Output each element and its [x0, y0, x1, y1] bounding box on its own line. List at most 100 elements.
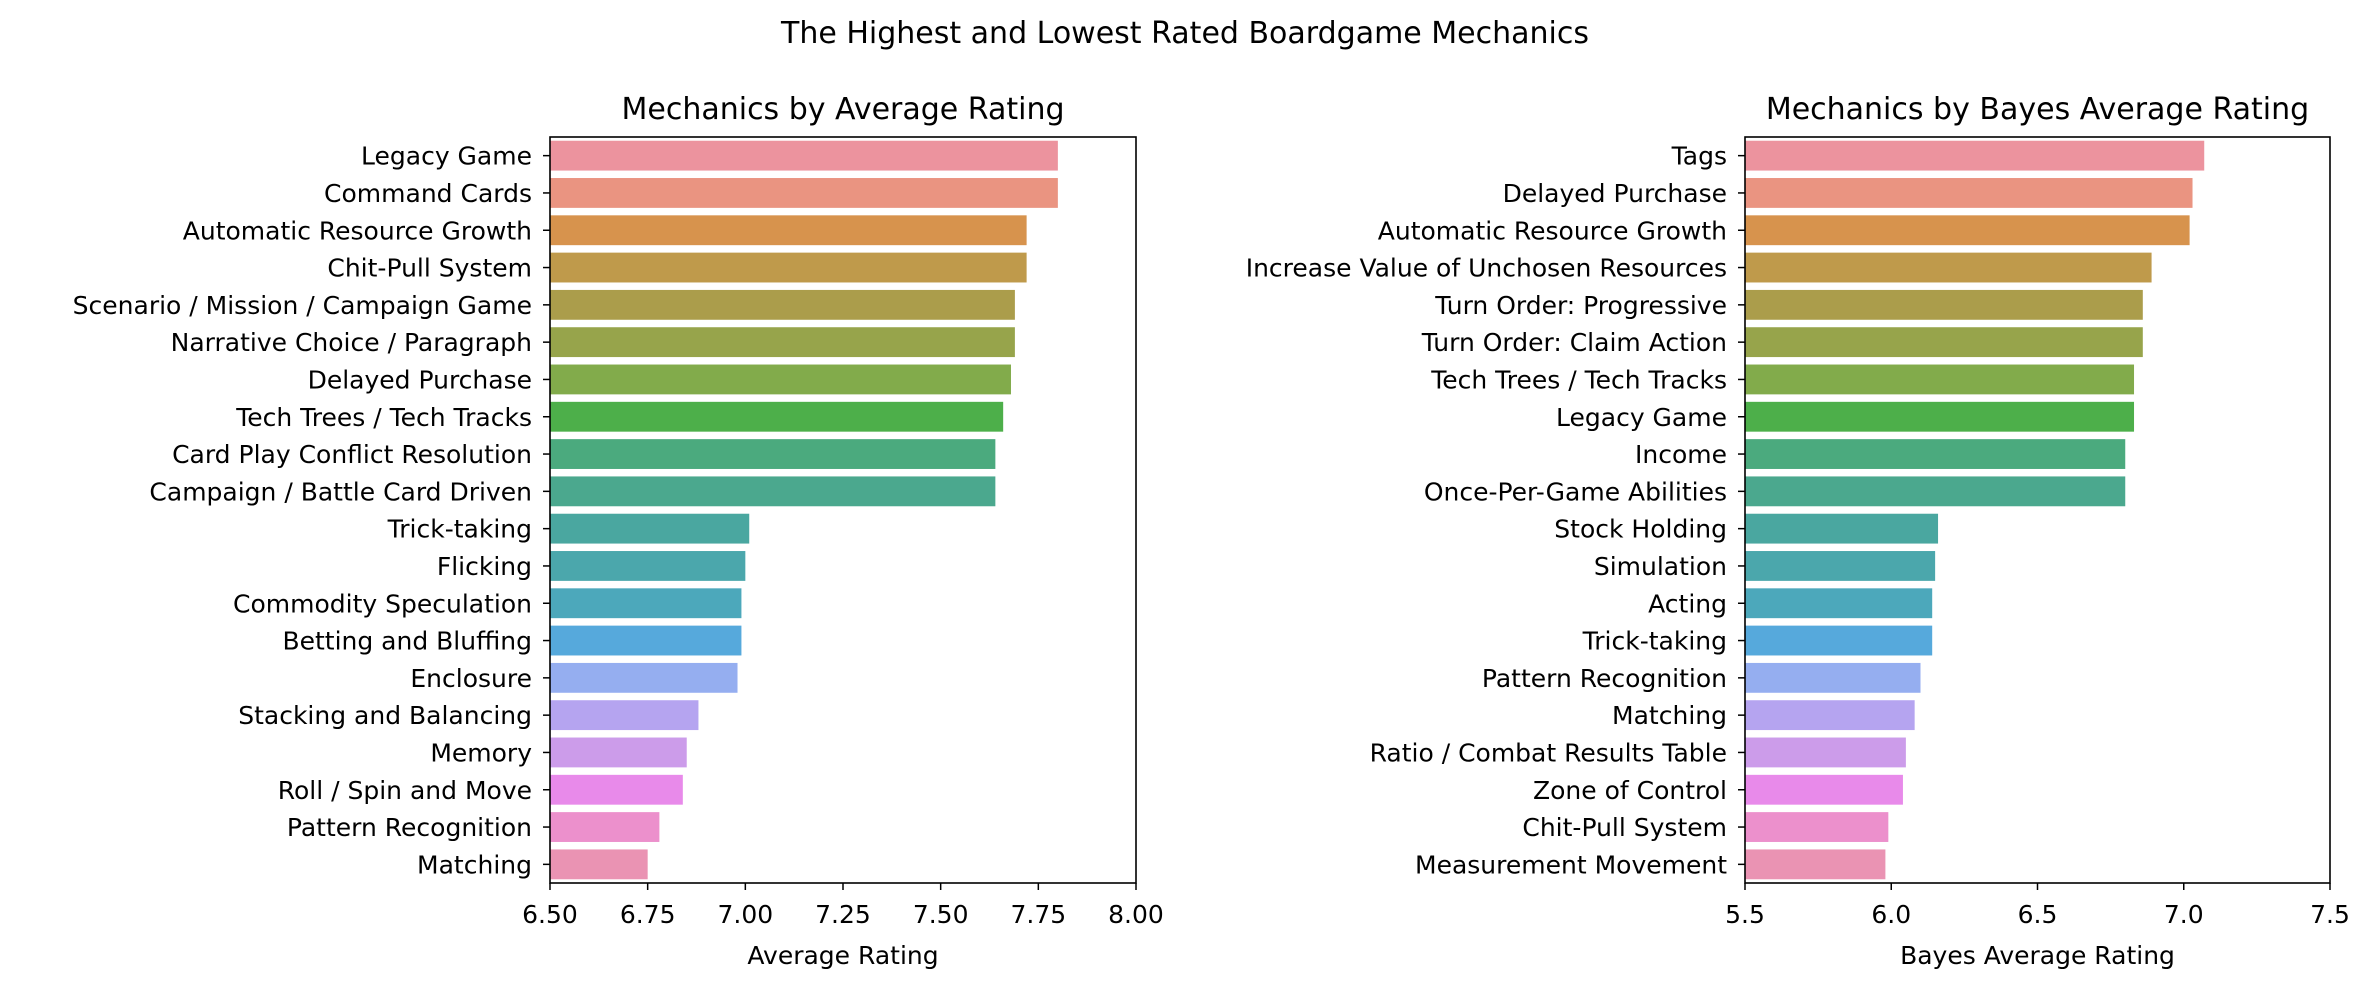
y-tick-label: Matching: [417, 850, 532, 879]
x-tick-label: 7.50: [913, 900, 969, 929]
bar-0: [1745, 140, 2205, 171]
y-tick-label: Scenario / Mission / Campaign Game: [73, 291, 532, 320]
y-tick-label: Matching: [1612, 701, 1727, 730]
x-tick-label: 6.50: [522, 900, 578, 929]
bar-3: [1745, 252, 2152, 283]
y-tick-label: Narrative Choice / Paragraph: [171, 328, 532, 357]
y-tick-label: Chit-Pull System: [1522, 813, 1727, 842]
y-tick-label: Legacy Game: [1556, 403, 1727, 432]
bar-0: [550, 140, 1058, 171]
bar-1: [1745, 178, 2193, 208]
bar-19: [550, 849, 648, 880]
x-axis-label: Average Rating: [747, 941, 938, 970]
bar-8: [550, 439, 996, 469]
bar-17: [550, 774, 683, 805]
x-tick-label: 8.00: [1108, 900, 1164, 929]
y-tick-label: Flicking: [437, 552, 532, 581]
y-tick-label: Automatic Resource Growth: [1378, 216, 1727, 245]
y-tick-label: Pattern Recognition: [1482, 664, 1727, 693]
bar-15: [1745, 700, 1915, 731]
y-tick-label: Enclosure: [410, 664, 532, 693]
y-tick-label: Once-Per-Game Abilities: [1424, 477, 1727, 506]
y-tick-label: Measurement Movement: [1415, 850, 1727, 879]
bar-14: [1745, 662, 1921, 693]
bar-19: [1745, 849, 1886, 880]
bar-2: [550, 215, 1027, 246]
axes-frame: [1744, 136, 2331, 884]
bar-16: [550, 737, 687, 768]
y-tick-label: Stock Holding: [1554, 515, 1727, 544]
bar-9: [550, 476, 996, 507]
bar-7: [550, 401, 1004, 432]
bar-16: [1745, 737, 1906, 768]
bar-11: [550, 551, 746, 581]
chart-title: Mechanics by Bayes Average Rating: [1766, 92, 2309, 127]
bar-13: [550, 625, 742, 656]
y-tick-label: Turn Order: Claim Action: [1421, 328, 1727, 357]
y-tick-label: Simulation: [1594, 552, 1727, 581]
x-tick-label: 6.5: [2018, 900, 2058, 929]
bar-4: [1745, 289, 2143, 320]
y-tick-label: Stacking and Balancing: [238, 701, 532, 730]
bar-1: [550, 178, 1058, 208]
y-tick-label: Automatic Resource Growth: [183, 216, 532, 245]
bar-12: [1745, 588, 1933, 619]
bar-15: [550, 700, 699, 731]
x-tick-label: 7.25: [815, 900, 871, 929]
x-axis-label: Bayes Average Rating: [1900, 941, 2175, 970]
y-tick-label: Commodity Speculation: [233, 589, 532, 618]
y-tick-label: Tags: [1671, 142, 1727, 171]
y-tick-label: Pattern Recognition: [287, 813, 532, 842]
figure-title: The Highest and Lowest Rated Boardgame M…: [780, 16, 1589, 51]
x-tick-label: 5.5: [1725, 900, 1765, 929]
y-tick-label: Legacy Game: [361, 142, 532, 171]
y-tick-label: Delayed Purchase: [1503, 179, 1727, 208]
bar-2: [1745, 215, 2190, 246]
bar-5: [550, 327, 1015, 358]
y-tick-label: Acting: [1648, 589, 1727, 618]
y-tick-label: Turn Order: Progressive: [1434, 291, 1727, 320]
y-tick-label: Chit-Pull System: [327, 254, 532, 283]
bar-17: [1745, 774, 1903, 805]
y-tick-label: Command Cards: [324, 179, 532, 208]
y-tick-label: Memory: [430, 738, 532, 767]
bar-13: [1745, 625, 1933, 656]
y-tick-label: Tech Trees / Tech Tracks: [235, 403, 532, 432]
x-tick-label: 7.5: [2310, 900, 2350, 929]
bar-7: [1745, 401, 2135, 432]
x-tick-label: 6.0: [1871, 900, 1911, 929]
y-tick-label: Zone of Control: [1533, 776, 1727, 805]
bar-3: [550, 252, 1027, 283]
y-tick-label: Campaign / Battle Card Driven: [149, 477, 532, 506]
bar-18: [1745, 812, 1889, 842]
chart-panel-average-rating: Legacy Game Command Cards Automatic Resour…: [73, 92, 1164, 970]
bar-12: [550, 588, 742, 619]
bar-6: [1745, 364, 2135, 395]
bar-10: [550, 513, 750, 544]
axes-frame: [549, 136, 1137, 884]
y-tick-label: Roll / Spin and Move: [278, 776, 532, 805]
x-tick-label: 7.75: [1010, 900, 1066, 929]
bar-6: [550, 364, 1011, 395]
y-tick-label: Card Play Conflict Resolution: [172, 440, 532, 469]
bar-9: [1745, 476, 2126, 507]
x-tick-label: 7.00: [717, 900, 773, 929]
y-tick-label: Increase Value of Unchosen Resources: [1246, 254, 1727, 283]
y-tick-label: Betting and Bluffing: [282, 627, 532, 656]
y-tick-label: Income: [1635, 440, 1727, 469]
x-tick-label: 7.0: [2164, 900, 2204, 929]
y-tick-label: Delayed Purchase: [308, 365, 532, 394]
bar-4: [550, 289, 1015, 320]
chart-panel-bayes-average-rating: Tags Delayed Purchase Automatic Resource G…: [1246, 92, 2350, 970]
bar-11: [1745, 551, 1936, 581]
bar-5: [1745, 327, 2143, 358]
y-tick-label: Ratio / Combat Results Table: [1370, 738, 1727, 767]
chart-title: Mechanics by Average Rating: [621, 92, 1064, 127]
y-tick-label: Tech Trees / Tech Tracks: [1430, 365, 1727, 394]
bar-18: [550, 812, 660, 842]
bar-14: [550, 662, 738, 693]
y-tick-label: Trick-taking: [1582, 627, 1727, 656]
x-tick-label: 6.75: [620, 900, 676, 929]
y-tick-label: Trick-taking: [387, 515, 532, 544]
